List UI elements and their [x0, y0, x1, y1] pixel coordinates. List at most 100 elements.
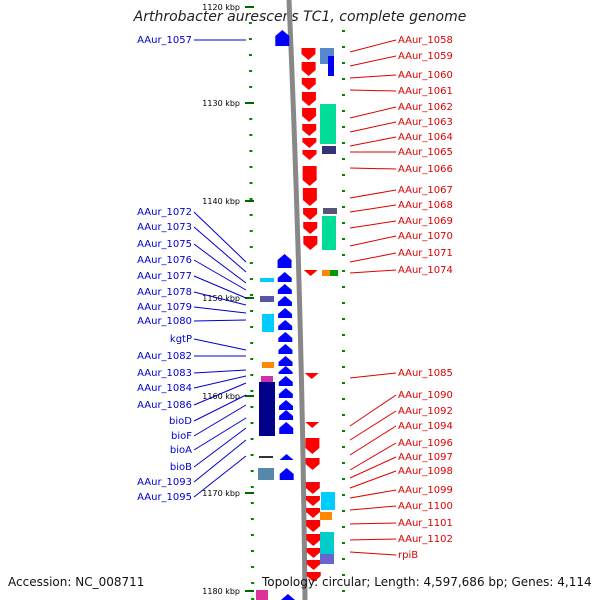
- left-leader-line: [193, 306, 247, 314]
- tick-label: 1120 kbp: [202, 3, 240, 12]
- right-gene-label: AAur_1098: [398, 466, 453, 477]
- right-gene-label: rpiB: [398, 550, 418, 561]
- left-leader-line: [193, 338, 247, 351]
- right-gene-label: AAur_1067: [398, 185, 453, 196]
- genome-backbone: [286, 0, 308, 600]
- right-leader-line: [349, 372, 397, 379]
- reverse-gene-arrow: [277, 284, 292, 294]
- left-leader-line: [193, 211, 247, 263]
- left-leader-line: [193, 417, 247, 451]
- guide-dot: [342, 366, 345, 368]
- guide-dot: [342, 430, 345, 432]
- right-leader-line: [349, 505, 397, 511]
- reverse-gene-arrow: [278, 376, 293, 386]
- reverse-gene-arrow: [280, 594, 295, 600]
- tick-label: 1140 kbp: [202, 197, 240, 206]
- forward-gene-arrow: [304, 373, 319, 379]
- guide-dot: [249, 182, 253, 184]
- feature-box: [260, 296, 274, 302]
- reverse-gene-arrow: [278, 388, 293, 398]
- right-gene-label: AAur_1063: [398, 117, 453, 128]
- guide-dot: [342, 510, 345, 512]
- guide-dot: [342, 334, 345, 336]
- feature-box: [323, 208, 337, 214]
- forward-gene-arrow: [302, 166, 317, 186]
- guide-dot: [342, 30, 345, 32]
- right-leader-line: [349, 55, 397, 67]
- tick-label: 1180 kbp: [202, 587, 240, 596]
- left-leader-line: [193, 439, 247, 483]
- right-gene-label: AAur_1064: [398, 132, 453, 143]
- guide-dot: [342, 222, 345, 224]
- right-gene-label: AAur_1061: [398, 86, 453, 97]
- guide-dot: [250, 390, 254, 392]
- guide-dot: [249, 166, 253, 168]
- feature-box: [261, 376, 273, 382]
- guide-dot: [249, 54, 253, 56]
- right-leader-line: [349, 425, 397, 456]
- guide-dot: [250, 470, 254, 472]
- right-gene-label: AAur_1071: [398, 248, 453, 259]
- guide-dot: [342, 190, 345, 192]
- reverse-gene-arrow: [279, 468, 294, 480]
- right-leader-line: [349, 121, 397, 133]
- left-leader-line: [193, 259, 247, 291]
- right-leader-line: [349, 106, 397, 119]
- reverse-gene-arrow: [278, 356, 293, 366]
- guide-dot: [250, 486, 254, 488]
- guide-dot: [250, 374, 254, 376]
- feature-box: [322, 146, 336, 154]
- reverse-gene-arrow: [279, 410, 294, 420]
- right-leader-line: [349, 269, 397, 274]
- reverse-gene-arrow: [277, 296, 292, 306]
- right-gene-label: AAur_1069: [398, 216, 453, 227]
- feature-box: [262, 314, 274, 332]
- tick-mark: [245, 102, 254, 104]
- right-leader-line: [349, 410, 397, 441]
- forward-gene-arrow: [306, 534, 321, 546]
- right-gene-label: AAur_1065: [398, 147, 453, 158]
- forward-gene-arrow: [301, 48, 316, 60]
- guide-dot: [251, 582, 255, 584]
- guide-dot: [342, 526, 345, 528]
- guide-dot: [342, 446, 345, 448]
- map-title: Arthrobacter aurescens TC1, complete gen…: [133, 9, 467, 25]
- right-leader-line: [349, 489, 397, 499]
- forward-gene-arrow: [302, 138, 317, 148]
- guide-dot: [342, 382, 345, 384]
- guide-dot: [250, 310, 254, 312]
- forward-gene-arrow: [305, 496, 320, 506]
- feature-box: [320, 104, 336, 144]
- forward-gene-arrow: [306, 560, 321, 570]
- reverse-gene-arrow: [278, 320, 293, 330]
- right-leader-line: [349, 235, 397, 247]
- guide-dot: [249, 278, 253, 280]
- guide-dot: [342, 126, 345, 128]
- guide-dot: [250, 326, 254, 328]
- feature-box: [322, 216, 336, 250]
- right-gene-label: AAur_1092: [398, 406, 453, 417]
- guide-dot: [250, 342, 254, 344]
- tick-mark: [245, 492, 254, 494]
- forward-gene-arrow: [305, 458, 320, 470]
- reverse-gene-arrow: [278, 308, 293, 318]
- guide-dot: [250, 518, 254, 520]
- left-gene-label: AAur_1082: [137, 351, 192, 362]
- forward-gene-arrow: [303, 208, 318, 220]
- forward-gene-arrow: [305, 482, 320, 494]
- right-leader-line: [349, 442, 397, 471]
- right-gene-label: AAur_1059: [398, 51, 453, 62]
- left-gene-label: AAur_1075: [137, 239, 192, 250]
- right-gene-label: AAur_1102: [398, 534, 453, 545]
- guide-dot: [342, 254, 345, 256]
- accession-label: Accession: NC_008711: [8, 575, 145, 589]
- forward-gene-arrow: [302, 188, 317, 206]
- left-gene-label: AAur_1078: [137, 287, 192, 298]
- feature-box: [320, 554, 334, 564]
- tick-label: 1170 kbp: [202, 489, 240, 498]
- right-leader-line: [349, 522, 397, 525]
- guide-dot: [342, 478, 345, 480]
- left-leader-line: [193, 275, 247, 299]
- guide-dot: [342, 574, 345, 576]
- guide-dot: [342, 350, 345, 352]
